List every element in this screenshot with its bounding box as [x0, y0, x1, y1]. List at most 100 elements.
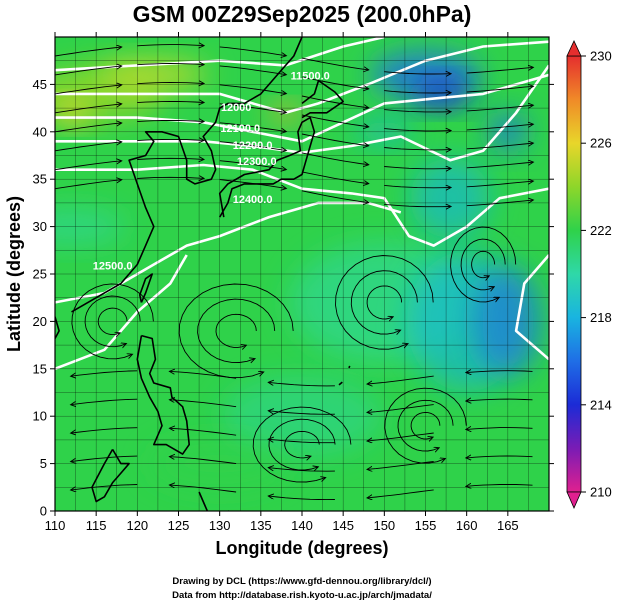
plot-area: 11500.0 12000 12100.0 12200.0 12300.0 12400.0… — [54, 36, 550, 512]
coastline — [348, 365, 351, 369]
y-axis: 0 5 10 15 20 25 30 35 40 45 — [33, 77, 554, 519]
streamline — [268, 418, 336, 470]
grid-lines — [55, 37, 549, 511]
streamline — [301, 76, 368, 89]
streamline — [466, 67, 533, 74]
streamline — [219, 65, 286, 75]
field-region — [410, 158, 491, 239]
streamline — [350, 270, 418, 334]
colorbar-tick-label: 230 — [590, 49, 612, 64]
streamline — [72, 427, 138, 433]
streamline — [301, 95, 368, 108]
x-axis: 110 115 120 125 130 135 140 145 150 155 160 165 — [45, 32, 519, 533]
colorbar-tick-label: 214 — [590, 397, 612, 412]
x-tick-label: 120 — [126, 518, 148, 533]
streamline — [460, 238, 506, 290]
x-tick-label: 140 — [291, 518, 313, 533]
streamline — [72, 398, 138, 404]
x-tick-label: 165 — [497, 518, 519, 533]
streamline — [384, 72, 450, 74]
colorbar-min-arrow — [566, 491, 582, 509]
streamline — [219, 46, 286, 56]
streamline — [219, 160, 286, 170]
x-tick-label: 135 — [250, 518, 272, 533]
coastline — [301, 79, 344, 119]
streamline — [335, 255, 434, 350]
streamline — [466, 181, 533, 188]
streamline — [137, 177, 203, 178]
y-tick-label: 15 — [33, 361, 47, 376]
coastline — [139, 273, 153, 303]
contour-labels: 11500.0 12000 12100.0 12200.0 12300.0 12400.0… — [93, 71, 330, 273]
streamline — [55, 142, 121, 152]
x-axis-label: Longitude (degrees) — [215, 538, 388, 558]
contour-label: 12300.0 — [237, 156, 277, 168]
streamline — [170, 400, 237, 408]
y-tick-label: 10 — [33, 409, 47, 424]
height-contour-line — [55, 163, 549, 247]
streamline — [466, 143, 533, 150]
colorbar-body — [566, 55, 582, 493]
streamline — [170, 457, 237, 465]
x-tick-label: 125 — [168, 518, 190, 533]
y-tick-label: 40 — [33, 124, 47, 139]
streamline — [466, 86, 533, 93]
streamline — [170, 428, 237, 436]
streamline — [467, 399, 533, 401]
y-tick-label: 25 — [33, 267, 47, 282]
streamline — [55, 85, 121, 95]
streamline — [466, 105, 533, 112]
colorbar-max-arrow — [566, 40, 582, 57]
streamline — [219, 179, 286, 189]
coastline — [136, 334, 190, 455]
streamline — [466, 124, 533, 131]
x-tick-label: 150 — [373, 518, 395, 533]
height-contour-line — [55, 37, 385, 72]
streamline — [384, 204, 450, 206]
streamline — [137, 45, 203, 46]
streamline — [137, 120, 203, 121]
y-tick-label: 5 — [40, 456, 47, 471]
streamline — [219, 84, 286, 94]
y-tick-label: 45 — [33, 77, 47, 92]
streamline — [471, 250, 496, 277]
credit-data: Data from http://database.rish.kyoto-u.a… — [172, 590, 432, 601]
streamline — [55, 47, 121, 57]
streamline — [219, 122, 286, 132]
streamline — [137, 64, 203, 65]
streamline — [301, 171, 368, 184]
streamline — [137, 158, 203, 159]
streamline — [55, 66, 121, 76]
streamline — [410, 411, 441, 439]
coastline — [71, 37, 303, 313]
streamline — [384, 91, 450, 93]
streamline — [72, 484, 138, 490]
streamline — [97, 307, 128, 335]
streamline — [384, 185, 450, 187]
field-region — [411, 79, 472, 108]
y-tick-label: 30 — [33, 219, 47, 234]
streamline — [467, 456, 533, 458]
streamline — [170, 371, 237, 379]
streamline — [467, 371, 533, 373]
x-tick-label: 160 — [456, 518, 478, 533]
contour-label: 12100.0 — [220, 123, 260, 135]
contour-label: 12400.0 — [233, 194, 273, 206]
streamline — [384, 129, 450, 131]
streamline — [219, 103, 286, 113]
streamline — [137, 83, 203, 84]
coastline — [338, 381, 343, 386]
streamline — [55, 180, 121, 190]
colorbar-tick-label: 222 — [590, 223, 612, 238]
x-tick-label: 155 — [415, 518, 437, 533]
y-axis-label: Latitude (degrees) — [4, 196, 24, 352]
coastline — [227, 510, 231, 511]
x-tick-label: 115 — [86, 518, 107, 533]
streamline — [384, 148, 450, 150]
height-contour-line — [55, 64, 549, 162]
contour-label: 12200.0 — [233, 140, 273, 152]
streamline — [397, 399, 454, 451]
streamline — [466, 200, 533, 207]
streamline — [368, 489, 434, 498]
streamline — [55, 161, 121, 171]
